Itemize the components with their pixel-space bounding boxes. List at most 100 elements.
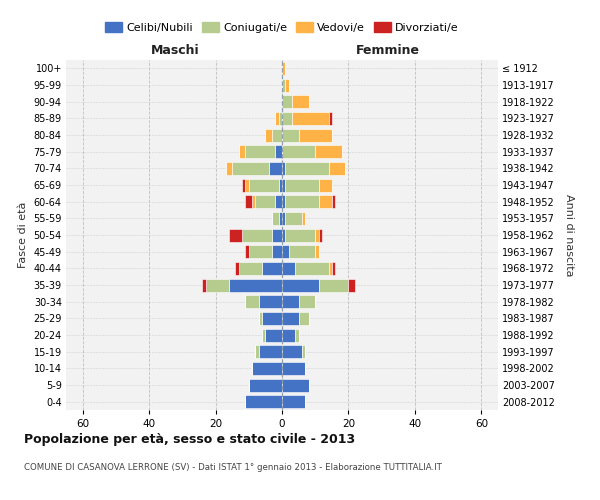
Text: Femmine: Femmine xyxy=(356,44,421,57)
Bar xyxy=(249,378,282,392)
Bar xyxy=(282,145,315,158)
Bar xyxy=(275,145,282,158)
Bar xyxy=(329,112,332,125)
Bar xyxy=(278,212,282,225)
Bar xyxy=(282,128,299,141)
Bar xyxy=(319,195,332,208)
Bar xyxy=(229,228,242,241)
Bar xyxy=(295,328,299,342)
Bar xyxy=(256,345,259,358)
Bar xyxy=(265,128,272,141)
Bar xyxy=(282,212,286,225)
Text: Popolazione per età, sesso e stato civile - 2013: Popolazione per età, sesso e stato civil… xyxy=(24,432,355,446)
Bar xyxy=(235,262,239,275)
Bar xyxy=(245,145,275,158)
Bar xyxy=(275,112,278,125)
Bar xyxy=(282,295,299,308)
Bar xyxy=(262,312,282,325)
Bar xyxy=(275,195,282,208)
Bar xyxy=(282,195,286,208)
Bar xyxy=(282,328,295,342)
Bar xyxy=(282,278,319,291)
Bar xyxy=(319,178,332,192)
Bar xyxy=(292,112,329,125)
Bar xyxy=(286,78,289,92)
Bar xyxy=(229,278,282,291)
Bar xyxy=(278,112,282,125)
Bar xyxy=(332,262,335,275)
Bar xyxy=(282,312,299,325)
Legend: Celibi/Nubili, Coniugati/e, Vedovi/e, Divorziati/e: Celibi/Nubili, Coniugati/e, Vedovi/e, Di… xyxy=(103,20,461,36)
Bar xyxy=(259,295,282,308)
Bar xyxy=(242,178,245,192)
Bar xyxy=(242,228,272,241)
Bar xyxy=(286,228,315,241)
Bar xyxy=(262,328,265,342)
Bar xyxy=(272,212,278,225)
Bar xyxy=(286,162,329,175)
Bar xyxy=(289,245,315,258)
Bar xyxy=(282,178,286,192)
Bar xyxy=(252,362,282,375)
Bar xyxy=(282,395,305,408)
Bar xyxy=(282,112,292,125)
Bar xyxy=(286,212,302,225)
Bar xyxy=(282,95,292,108)
Bar xyxy=(319,228,322,241)
Bar xyxy=(295,262,329,275)
Bar xyxy=(315,228,319,241)
Bar xyxy=(315,245,319,258)
Bar xyxy=(319,278,349,291)
Bar xyxy=(272,228,282,241)
Bar xyxy=(282,345,302,358)
Bar xyxy=(315,145,342,158)
Bar xyxy=(239,262,262,275)
Bar xyxy=(329,262,332,275)
Bar xyxy=(282,378,308,392)
Bar xyxy=(299,128,332,141)
Bar xyxy=(249,178,278,192)
Bar xyxy=(272,245,282,258)
Text: COMUNE DI CASANOVA LERRONE (SV) - Dati ISTAT 1° gennaio 2013 - Elaborazione TUTT: COMUNE DI CASANOVA LERRONE (SV) - Dati I… xyxy=(24,462,442,471)
Bar xyxy=(245,245,249,258)
Bar xyxy=(245,195,252,208)
Bar xyxy=(282,245,289,258)
Bar xyxy=(332,195,335,208)
Y-axis label: Anni di nascita: Anni di nascita xyxy=(565,194,574,276)
Bar xyxy=(245,295,259,308)
Bar xyxy=(259,312,262,325)
Bar xyxy=(232,162,269,175)
Bar xyxy=(282,162,286,175)
Bar xyxy=(292,95,308,108)
Bar xyxy=(282,228,286,241)
Bar xyxy=(299,312,308,325)
Bar xyxy=(226,162,232,175)
Bar xyxy=(269,162,282,175)
Bar xyxy=(202,278,206,291)
Bar xyxy=(329,162,345,175)
Bar xyxy=(282,362,305,375)
Bar xyxy=(302,212,305,225)
Bar xyxy=(286,178,319,192)
Bar xyxy=(245,178,249,192)
Bar xyxy=(282,262,295,275)
Bar xyxy=(262,262,282,275)
Bar xyxy=(282,62,286,75)
Bar xyxy=(249,245,272,258)
Bar xyxy=(349,278,355,291)
Bar xyxy=(302,345,305,358)
Text: Maschi: Maschi xyxy=(151,44,200,57)
Bar xyxy=(286,195,319,208)
Bar xyxy=(272,128,282,141)
Bar xyxy=(245,395,282,408)
Bar xyxy=(278,178,282,192)
Bar xyxy=(265,328,282,342)
Bar xyxy=(282,78,286,92)
Bar xyxy=(259,345,282,358)
Bar xyxy=(239,145,245,158)
Bar xyxy=(256,195,275,208)
Bar xyxy=(252,195,256,208)
Bar xyxy=(206,278,229,291)
Y-axis label: Fasce di età: Fasce di età xyxy=(18,202,28,268)
Bar xyxy=(299,295,315,308)
